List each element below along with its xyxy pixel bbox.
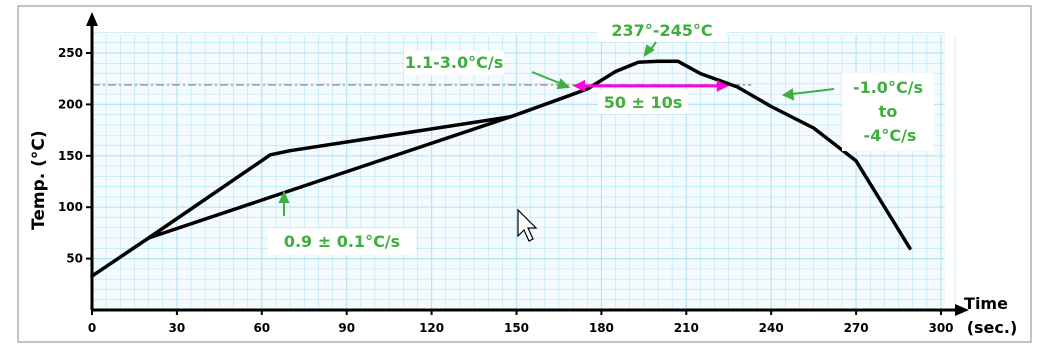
- cool-rate-annotation-3: -4°C/s: [864, 126, 917, 145]
- annotation-arrows: [278, 41, 835, 216]
- series-lines: [90, 59, 912, 278]
- preheat-arrow-head: [278, 190, 290, 203]
- x-tick-label: 0: [88, 321, 96, 335]
- y-axis-arrow: [86, 12, 98, 26]
- cool-arrow: [791, 88, 835, 95]
- x-tick-label: 210: [674, 321, 699, 335]
- time-above-annotation: 50 ± 10s: [604, 93, 683, 112]
- y-tick-label: 50: [66, 252, 83, 266]
- x-axis-label-line2: (sec.): [967, 318, 1018, 337]
- series-line-1: [90, 59, 912, 278]
- preheat-rate-annotation: 0.9 ± 0.1°C/s: [284, 232, 400, 251]
- x-tick-label: 150: [504, 321, 529, 335]
- tick-labels: 50 100 150 200 250 0 30 60 90 120 150 180 210 240 270 3…: [58, 46, 954, 335]
- preheat-box: [268, 229, 416, 255]
- x-axis-arrow: [955, 304, 969, 316]
- series-line-2: [146, 114, 513, 240]
- peak-box: [598, 18, 726, 42]
- y-tick-label: 100: [58, 200, 83, 214]
- y-tick-label: 150: [58, 149, 83, 163]
- cool-box: [842, 73, 934, 151]
- x-tick-label: 300: [928, 321, 953, 335]
- x-tick-label: 240: [759, 321, 784, 335]
- ramp-box: [404, 51, 504, 75]
- time-above-span-arrow: [573, 79, 729, 92]
- span-arrow-left-head: [573, 79, 586, 92]
- x-tick-label: 90: [338, 321, 355, 335]
- x-tick-label: 180: [589, 321, 614, 335]
- x-tick-label: 120: [419, 321, 444, 335]
- span-arrow-right-head: [716, 79, 729, 92]
- y-tick-label: 200: [58, 97, 83, 111]
- cool-arrow-head: [781, 88, 795, 101]
- x-tick-label: 270: [844, 321, 869, 335]
- annotation-boxes: [268, 18, 934, 255]
- y-axis-label: Temp. (°C): [29, 130, 49, 230]
- ramp-arrow: [531, 71, 563, 85]
- x-axis-label-line1: Time: [964, 294, 1008, 313]
- x-tick-label: 30: [169, 321, 186, 335]
- ramp-rate-annotation: 1.1-3.0°C/s: [405, 53, 503, 72]
- x-tick-label: 60: [253, 321, 270, 335]
- cool-rate-annotation-2: to: [879, 102, 898, 121]
- peak-arrow-head: [643, 44, 655, 58]
- axes: [86, 12, 969, 316]
- mouse-cursor-icon: [517, 208, 538, 242]
- plot-area: [90, 33, 945, 307]
- y-tick-label: 250: [58, 46, 83, 60]
- cool-rate-annotation-1: -1.0°C/s: [853, 78, 923, 97]
- time-above-box: [598, 90, 688, 114]
- peak-annotation: 237°-245°C: [611, 21, 712, 40]
- ramp-arrow-head: [556, 78, 571, 90]
